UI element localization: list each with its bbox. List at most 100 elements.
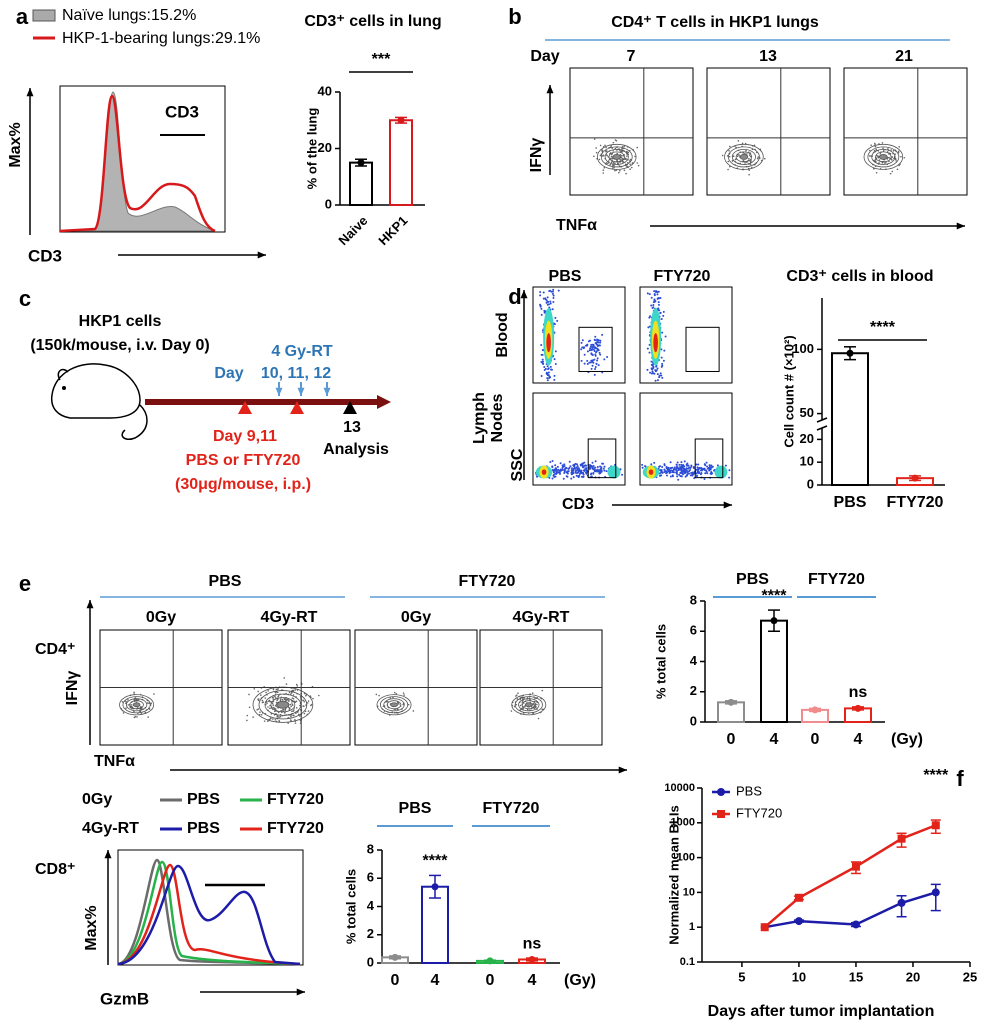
flow-event [573, 466, 576, 469]
panel-label: a [16, 4, 29, 29]
timeline [145, 399, 377, 405]
flow-event [593, 338, 596, 341]
flow-event [748, 173, 750, 176]
flow-event [598, 344, 601, 347]
y-tick-label: 100 [792, 341, 814, 356]
flow-event [658, 474, 661, 477]
flow-event [535, 700, 537, 703]
flow-event [127, 699, 129, 701]
flow-event [284, 709, 286, 711]
group-label: PBS [209, 573, 242, 590]
flow-event [900, 155, 902, 158]
flow-event [611, 167, 614, 169]
panel-label: c [19, 286, 31, 311]
flow-event [877, 157, 880, 159]
histogram-curve [117, 864, 301, 966]
data-point [727, 698, 735, 706]
flow-event [630, 166, 633, 169]
flow-event [671, 474, 674, 477]
data-point [911, 474, 919, 482]
histogram-hkp1 [59, 94, 216, 233]
gate [587, 438, 617, 479]
flow-contour [739, 153, 749, 160]
flow-event [613, 164, 615, 167]
flow-event [689, 474, 692, 477]
flow-event [697, 470, 700, 473]
panel-label: f [956, 766, 964, 791]
flow-event [728, 155, 731, 158]
flow-event [721, 154, 724, 157]
flow-event [650, 360, 653, 363]
flow-event [276, 715, 279, 717]
flow-event [661, 331, 664, 334]
density-core [541, 469, 547, 475]
flow-event [882, 147, 884, 150]
diagram-text: Analysis [323, 441, 389, 458]
flow-event [541, 708, 544, 711]
flow-event [556, 465, 559, 468]
flow-event [304, 710, 307, 713]
condition-label: 0Gy [146, 609, 176, 626]
flow-event [624, 158, 626, 160]
flow-event [285, 683, 288, 685]
legend-label: FTY720 [736, 805, 782, 820]
x-axis-label: Days after tumor implantation [708, 1003, 935, 1020]
flow-event [278, 694, 280, 697]
x-axis-label: CD3 [562, 496, 594, 513]
flow-event [744, 152, 746, 155]
flow-event [616, 152, 618, 155]
flow-event [543, 368, 546, 371]
flow-event [683, 468, 686, 471]
diagram-text: HKP1 cells [79, 313, 162, 330]
flow-event [695, 475, 698, 478]
flow-event [272, 704, 275, 707]
flow-event [290, 715, 292, 718]
flow-event [658, 376, 661, 379]
flow-event [272, 718, 274, 720]
flow-event [130, 704, 133, 706]
arrow-head [956, 222, 965, 230]
data-marker [851, 862, 860, 871]
flow-event [711, 465, 714, 468]
flow-event [264, 697, 267, 699]
flow-event [299, 715, 301, 717]
flow-event [753, 144, 756, 147]
data-point [846, 349, 854, 357]
mouse-eye [62, 386, 66, 390]
flow-contour [521, 700, 537, 710]
flow-event [657, 303, 660, 306]
legend-marker [717, 810, 725, 818]
flow-event [678, 463, 681, 466]
flow-event [671, 469, 674, 472]
flow-event [573, 463, 576, 466]
arrow-head [618, 766, 627, 774]
flow-event [641, 463, 644, 466]
flow-event [576, 471, 579, 474]
flow-event [307, 710, 310, 712]
flow-event [675, 467, 678, 470]
flow-event [554, 363, 557, 366]
data-marker [897, 898, 906, 907]
flow-event [607, 160, 610, 162]
flow-contour [735, 151, 753, 163]
legend-label: PBS [187, 791, 220, 808]
flow-event [705, 461, 708, 464]
flow-event [895, 160, 897, 162]
population-label: CD4⁺ [35, 641, 75, 658]
flow-event [692, 467, 695, 470]
flow-event [260, 713, 263, 716]
flow-event [653, 300, 656, 303]
flow-event [582, 347, 585, 350]
flow-event [291, 710, 293, 713]
flow-event [593, 358, 596, 361]
group-label: FTY720 [808, 571, 865, 588]
flow-event [295, 707, 298, 709]
flow-contour [612, 153, 622, 160]
flow-event [663, 349, 666, 352]
flow-event [580, 348, 583, 351]
y-tick-label: 2 [690, 683, 697, 698]
y-tick-label: 4 [367, 898, 375, 913]
flow-contour [258, 690, 308, 720]
